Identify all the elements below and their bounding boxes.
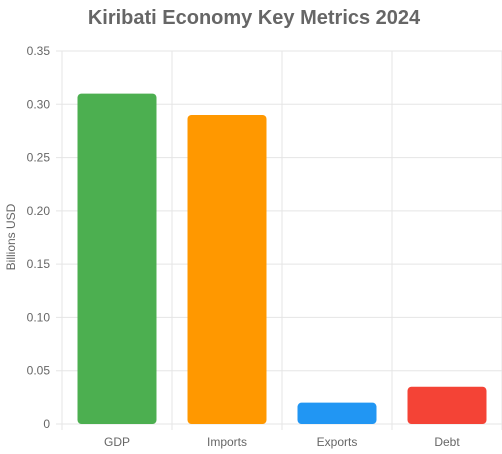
y-axis-ticks: 0 0.05 0.10 0.15 0.20 0.25 0.30 0.35 — [27, 44, 51, 431]
x-axis-ticks: GDP Imports Exports Debt — [104, 435, 460, 449]
y-tick-label: 0.15 — [27, 257, 51, 271]
bars — [77, 93, 487, 424]
y-tick-label: 0.10 — [27, 310, 51, 324]
y-tick-label: 0.35 — [27, 44, 51, 58]
bar-imports[interactable] — [187, 114, 267, 424]
y-tick-label: 0.20 — [27, 204, 51, 218]
bar-debt[interactable] — [407, 386, 487, 424]
x-tick-label: Imports — [207, 435, 247, 449]
y-tick-label: 0.30 — [27, 97, 51, 111]
y-tick-label: 0 — [43, 417, 50, 431]
x-tick-label: Debt — [434, 435, 460, 449]
x-tick-label: GDP — [104, 435, 130, 449]
chart-title: Kiribati Economy Key Metrics 2024 — [88, 7, 421, 29]
y-tick-label: 0.25 — [27, 151, 51, 165]
y-tick-label: 0.05 — [27, 364, 51, 378]
bar-exports[interactable] — [297, 402, 377, 424]
y-axis-label: Billions USD — [4, 203, 18, 270]
bar-gdp[interactable] — [77, 93, 157, 424]
x-tick-label: Exports — [317, 435, 358, 449]
